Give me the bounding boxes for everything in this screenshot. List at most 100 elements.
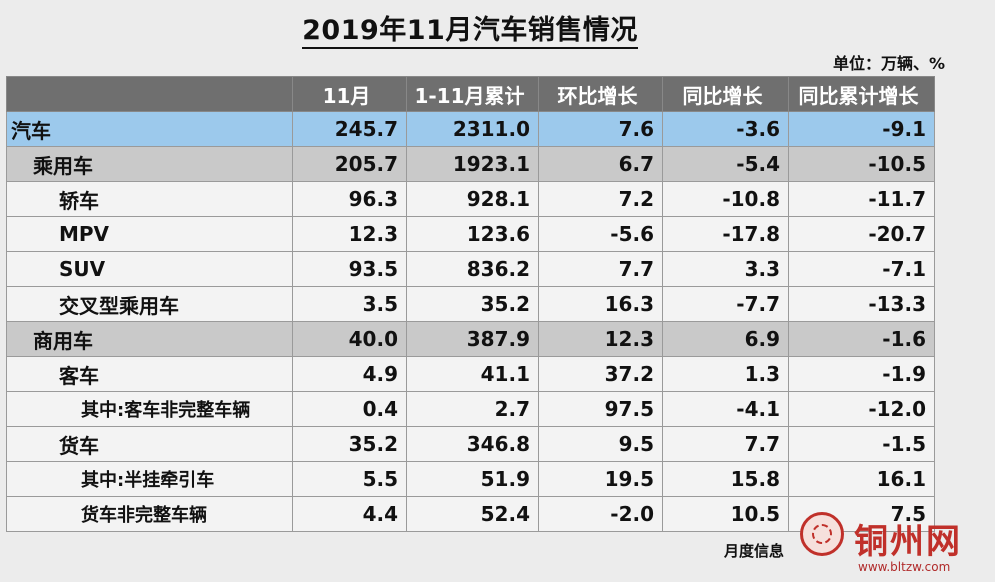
watermark-seal-icon (800, 512, 844, 556)
value-month: 3.5 (292, 286, 407, 322)
value-mom-growth: 19.5 (538, 461, 663, 497)
row-category-name: 货车非完整车辆 (6, 496, 293, 532)
value-cumulative: 836.2 (406, 251, 539, 287)
value-yoy-cumulative-growth: -20.7 (788, 216, 935, 252)
value-cumulative: 387.9 (406, 321, 539, 357)
value-cumulative: 2.7 (406, 391, 539, 427)
value-yoy-growth: -3.6 (662, 111, 789, 147)
row-category-name: 乘用车 (6, 146, 293, 182)
value-cumulative: 52.4 (406, 496, 539, 532)
value-yoy-cumulative-growth: -10.5 (788, 146, 935, 182)
table-row: 交叉型乘用车 3.5 35.2 16.3 -7.7 -13.3 (6, 286, 935, 322)
value-month: 35.2 (292, 426, 407, 462)
value-cumulative: 41.1 (406, 356, 539, 392)
row-category-name: 其中:客车非完整车辆 (6, 391, 293, 427)
row-category-name: 其中:半挂牵引车 (6, 461, 293, 497)
unit-label: 单位：万辆、% (832, 54, 945, 73)
value-yoy-cumulative-growth: -7.1 (788, 251, 935, 287)
table-row: SUV 93.5 836.2 7.7 3.3 -7.1 (6, 251, 935, 287)
table-row: 货车非完整车辆 4.4 52.4 -2.0 10.5 7.5 (6, 496, 935, 532)
footer-source: 月度信息 (724, 542, 785, 560)
value-month: 205.7 (292, 146, 407, 182)
value-month: 96.3 (292, 181, 407, 217)
value-cumulative: 346.8 (406, 426, 539, 462)
value-month: 0.4 (292, 391, 407, 427)
value-yoy-cumulative-growth: -1.6 (788, 321, 935, 357)
value-yoy-growth: -4.1 (662, 391, 789, 427)
table-row: 商用车 40.0 387.9 12.3 6.9 -1.6 (6, 321, 935, 357)
page-title: 2019年11月汽车销售情况 (0, 8, 940, 49)
header-cell-category (6, 76, 293, 112)
row-category-name: 汽车 (6, 111, 293, 147)
value-yoy-growth: 7.7 (662, 426, 789, 462)
value-yoy-growth: -17.8 (662, 216, 789, 252)
value-mom-growth: 7.7 (538, 251, 663, 287)
header-cell-cumulative: 1-11月累计 (406, 76, 539, 112)
value-mom-growth: 9.5 (538, 426, 663, 462)
value-month: 12.3 (292, 216, 407, 252)
value-yoy-growth: 1.3 (662, 356, 789, 392)
value-cumulative: 35.2 (406, 286, 539, 322)
value-yoy-growth: 3.3 (662, 251, 789, 287)
table-row: 其中:半挂牵引车 5.5 51.9 19.5 15.8 16.1 (6, 461, 935, 497)
row-category-name: 交叉型乘用车 (6, 286, 293, 322)
value-yoy-cumulative-growth: -12.0 (788, 391, 935, 427)
value-mom-growth: -5.6 (538, 216, 663, 252)
value-yoy-growth: 10.5 (662, 496, 789, 532)
value-yoy-growth: -5.4 (662, 146, 789, 182)
value-cumulative: 2311.0 (406, 111, 539, 147)
value-yoy-growth: -10.8 (662, 181, 789, 217)
table-row: 货车 35.2 346.8 9.5 7.7 -1.5 (6, 426, 935, 462)
value-mom-growth: 37.2 (538, 356, 663, 392)
value-yoy-cumulative-growth: 16.1 (788, 461, 935, 497)
value-month: 5.5 (292, 461, 407, 497)
value-month: 4.9 (292, 356, 407, 392)
table-body: 汽车 245.7 2311.0 7.6 -3.6 -9.1 乘用车 205.7 1923.1 6.… (6, 111, 935, 532)
table-row: 客车 4.9 41.1 37.2 1.3 -1.9 (6, 356, 935, 392)
value-mom-growth: 7.2 (538, 181, 663, 217)
row-category-name: 客车 (6, 356, 293, 392)
value-yoy-cumulative-growth: -9.1 (788, 111, 935, 147)
row-category-name: 商用车 (6, 321, 293, 357)
value-yoy-growth: -7.7 (662, 286, 789, 322)
value-yoy-cumulative-growth: -11.7 (788, 181, 935, 217)
value-mom-growth: -2.0 (538, 496, 663, 532)
header-cell-mom-growth: 环比增长 (538, 76, 663, 112)
page-title-text: 2019年11月汽车销售情况 (302, 15, 638, 49)
value-mom-growth: 6.7 (538, 146, 663, 182)
row-category-name: MPV (6, 216, 293, 252)
value-yoy-cumulative-growth: -13.3 (788, 286, 935, 322)
header-cell-month: 11月 (292, 76, 407, 112)
value-month: 93.5 (292, 251, 407, 287)
table-row: MPV 12.3 123.6 -5.6 -17.8 -20.7 (6, 216, 935, 252)
value-month: 4.4 (292, 496, 407, 532)
value-cumulative: 1923.1 (406, 146, 539, 182)
value-yoy-growth: 6.9 (662, 321, 789, 357)
table-row: 轿车 96.3 928.1 7.2 -10.8 -11.7 (6, 181, 935, 217)
value-month: 245.7 (292, 111, 407, 147)
header-cell-yoy-growth: 同比增长 (662, 76, 789, 112)
value-mom-growth: 7.6 (538, 111, 663, 147)
value-yoy-cumulative-growth: -1.5 (788, 426, 935, 462)
table-header: 11月 1-11月累计 环比增长 同比增长 同比累计增长 (6, 76, 935, 112)
value-mom-growth: 12.3 (538, 321, 663, 357)
header-cell-yoy-cumulative-growth: 同比累计增长 (788, 76, 935, 112)
value-mom-growth: 16.3 (538, 286, 663, 322)
value-yoy-cumulative-growth: -1.9 (788, 356, 935, 392)
value-month: 40.0 (292, 321, 407, 357)
value-cumulative: 123.6 (406, 216, 539, 252)
sales-table: 11月 1-11月累计 环比增长 同比增长 同比累计增长 汽车 245.7 2311… (6, 76, 935, 532)
table-row: 汽车 245.7 2311.0 7.6 -3.6 -9.1 (6, 111, 935, 147)
value-mom-growth: 97.5 (538, 391, 663, 427)
table-row: 其中:客车非完整车辆 0.4 2.7 97.5 -4.1 -12.0 (6, 391, 935, 427)
row-category-name: 货车 (6, 426, 293, 462)
row-category-name: SUV (6, 251, 293, 287)
header-row: 11月 1-11月累计 环比增长 同比增长 同比累计增长 (6, 76, 935, 112)
row-category-name: 轿车 (6, 181, 293, 217)
watermark-text: 铜州网 (854, 522, 962, 562)
table-row: 乘用车 205.7 1923.1 6.7 -5.4 -10.5 (6, 146, 935, 182)
value-cumulative: 51.9 (406, 461, 539, 497)
value-yoy-growth: 15.8 (662, 461, 789, 497)
value-cumulative: 928.1 (406, 181, 539, 217)
watermark-url: www.bltzw.com (858, 560, 951, 574)
